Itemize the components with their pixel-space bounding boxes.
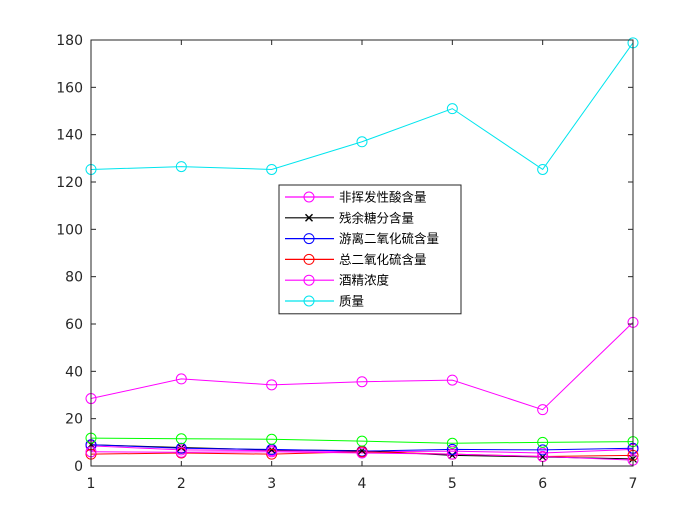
legend-entry-5: 质量: [285, 294, 364, 309]
legend-label-3: 总二氧化硫含量: [339, 252, 427, 267]
marker-s5-p1: [175, 161, 187, 173]
x-tick-label-2: 2: [177, 476, 186, 492]
marker-s7-p1: [175, 446, 187, 458]
marker-s5-p4: [446, 103, 458, 115]
legend-entry-3: 总二氧化硫含量: [285, 252, 427, 267]
legend-label-4: 酒精浓度: [339, 273, 390, 288]
x-tick-label-5: 5: [448, 476, 457, 492]
marker-s0-p5: [537, 447, 549, 459]
marker-s6-p3: [356, 435, 368, 447]
marker-s2-p1: [175, 442, 187, 454]
legend-entry-4: 酒精浓度: [285, 273, 390, 288]
y-tick-label-160: 160: [56, 80, 83, 96]
marker-s6-p2: [266, 433, 278, 445]
x-tick-label-3: 3: [267, 476, 276, 492]
marker-x-s1-p4: [448, 451, 457, 460]
series-line-6: [90, 437, 634, 444]
legend-label-2: 游离二氧化硫含量: [339, 231, 439, 246]
marker-s4-p2: [266, 379, 278, 391]
series-markers: [85, 37, 639, 466]
marker-s6-p1: [175, 433, 187, 445]
legend-entry-1: 残余糖分含量: [285, 210, 414, 225]
series-line-5: [90, 42, 634, 171]
marker-s2-p5: [537, 444, 549, 456]
marker-s4-p3: [356, 376, 368, 388]
marker-s4-p5: [537, 404, 549, 416]
legend-label-0: 非挥发性酸含量: [339, 190, 427, 205]
marker-s4-p1: [175, 373, 187, 385]
marker-s3-p2: [266, 448, 278, 460]
y-tick-label-20: 20: [65, 412, 83, 428]
series-line-4: [90, 321, 634, 411]
y-tick-label-100: 100: [56, 222, 83, 238]
y-tick-label-180: 180: [56, 33, 83, 49]
marker-s5-p3: [356, 136, 368, 148]
legend-box: [278, 184, 462, 315]
y-tick-label-80: 80: [65, 270, 83, 286]
x-tick-label-6: 6: [538, 476, 547, 492]
y-tick-label-0: 0: [74, 459, 83, 475]
marker-s5-p5: [537, 163, 549, 175]
marker-s6-p4: [446, 437, 458, 449]
marker-s5-p2: [266, 163, 278, 175]
y-tick-label-140: 140: [56, 128, 83, 144]
legend-entry-0: 非挥发性酸含量: [285, 190, 427, 205]
marker-s7-p4: [446, 448, 458, 460]
y-tick-label-120: 120: [56, 175, 83, 191]
legend-circle-icon-2: [303, 233, 315, 245]
marker-s7-p3: [356, 447, 368, 459]
marker-s7-p2: [266, 446, 278, 458]
x-tick-label-7: 7: [629, 476, 638, 492]
marker-s2-p4: [446, 443, 458, 455]
marker-s4-p4: [446, 374, 458, 386]
x-tick-label-1: 1: [87, 476, 96, 492]
x-tick-label-4: 4: [358, 476, 367, 492]
y-tick-label-40: 40: [65, 364, 83, 380]
legend-circle-icon-5: [303, 295, 315, 307]
legend-circle-icon-4: [303, 274, 315, 286]
marker-s6-p5: [537, 436, 549, 448]
y-tick-label-60: 60: [65, 317, 83, 333]
legend-circle-icon-3: [303, 253, 315, 265]
legend-label-5: 质量: [339, 294, 364, 309]
axes: 1 2 3 4 5 6 7 0 20 40 60 80 100 120 140 160 180: [56, 33, 637, 492]
legend-circle-icon-0: [303, 191, 315, 203]
legend-label-1: 残余糖分含量: [339, 210, 414, 225]
legend-entry-2: 游离二氧化硫含量: [285, 231, 439, 246]
